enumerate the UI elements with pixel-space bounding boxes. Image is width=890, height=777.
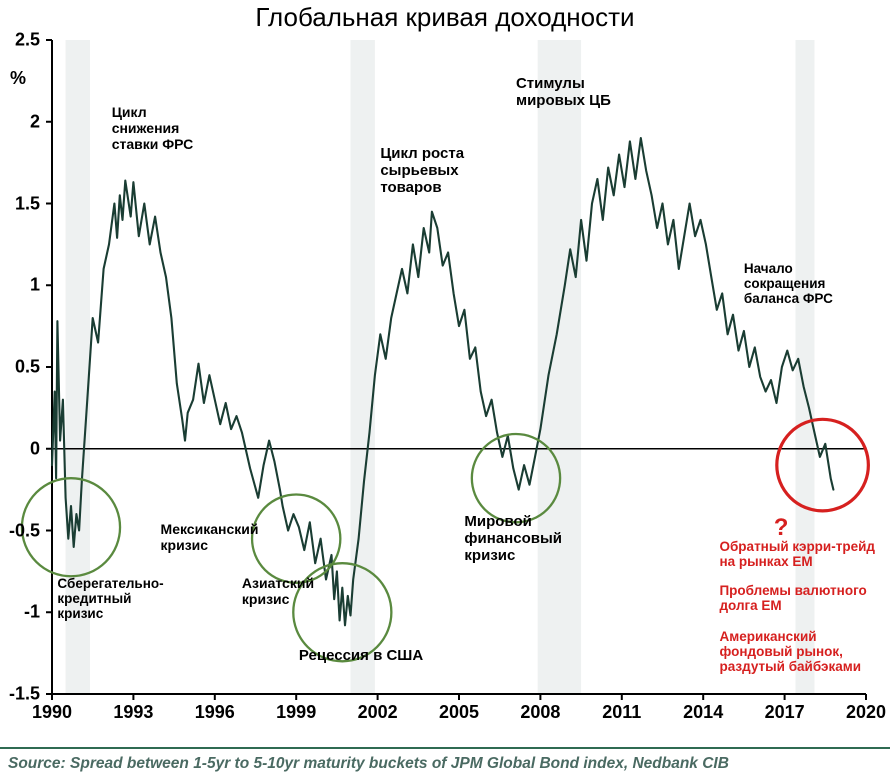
x-tick-label: 2005 xyxy=(439,702,479,723)
annotation-label: Проблемы валютногодолга EM xyxy=(719,583,884,613)
x-tick-label: 2017 xyxy=(765,702,805,723)
plot-area: -1.5-1-0.500.511.522.5 19901993199619992… xyxy=(52,40,876,734)
question-mark-icon: ? xyxy=(774,514,789,542)
y-axis-unit: % xyxy=(10,68,26,89)
y-tick-label: 1.5 xyxy=(2,193,40,214)
source-footer: Source: Spread between 1-5yr to 5-10yr m… xyxy=(0,747,890,777)
y-tick-label: 2 xyxy=(2,111,40,132)
chart-container: { "title": "Глобальная кривая доходности… xyxy=(0,0,890,777)
y-tick-label: -0.5 xyxy=(2,520,40,541)
y-tick-label: 2.5 xyxy=(2,30,40,51)
annotation-label: Обратный кэрри-трейдна рынках EM xyxy=(719,539,884,569)
x-tick-label: 2014 xyxy=(683,702,723,723)
annotation-label: Началосокращениябаланса ФРС xyxy=(744,261,874,306)
y-tick-label: 0 xyxy=(2,438,40,459)
y-tick-label: 1 xyxy=(2,275,40,296)
x-tick-label: 2008 xyxy=(520,702,560,723)
x-tick-label: 1993 xyxy=(113,702,153,723)
x-tick-label: 1999 xyxy=(276,702,316,723)
y-tick-label: -1 xyxy=(2,602,40,623)
annotation-label: Цикл ростасырьевыхтоваров xyxy=(380,146,520,196)
y-tick-label: 0.5 xyxy=(2,357,40,378)
x-tick-label: 2011 xyxy=(602,702,641,723)
annotation-label: Азиатскийкризис xyxy=(242,576,352,607)
source-text: Source: Spread between 1-5yr to 5-10yr m… xyxy=(8,755,729,772)
x-tick-label: 1990 xyxy=(32,702,72,723)
annotation-label: Стимулымировых ЦБ xyxy=(516,76,646,110)
annotation-label: Сберегательно-кредитныйкризис xyxy=(57,576,207,621)
annotation-label: Циклсниженияставки ФРС xyxy=(112,105,242,152)
annotation-label: Мексиканскийкризис xyxy=(161,522,291,553)
annotation-label: Мировойфинансовыйкризис xyxy=(464,514,604,564)
x-tick-label: 2002 xyxy=(358,702,398,723)
annotation-label: Рецессия в США xyxy=(299,648,459,665)
annotation-label: Американскийфондовый рынок,раздутый байб… xyxy=(719,629,884,674)
x-tick-label: 1996 xyxy=(195,702,235,723)
chart-title: Глобальная кривая доходности xyxy=(0,2,890,33)
x-tick-label: 2020 xyxy=(846,702,886,723)
